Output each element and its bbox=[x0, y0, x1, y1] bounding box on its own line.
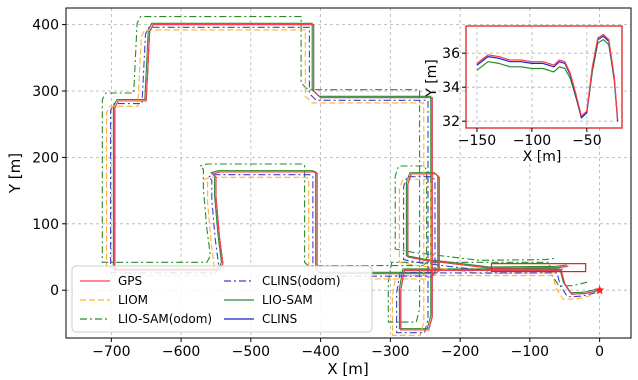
inset-series-group bbox=[476, 33, 619, 122]
legend-label: LIO-SAM bbox=[262, 293, 313, 307]
x-tick-label: −600 bbox=[162, 344, 200, 360]
inset-y-axis-label: Y [m] bbox=[424, 59, 440, 98]
inset-y-tick-label: 36 bbox=[442, 46, 460, 62]
y-tick-label: 200 bbox=[32, 150, 59, 166]
zoom-rectangle bbox=[490, 263, 587, 273]
inset-frame bbox=[465, 25, 623, 129]
inset-x-tick-label: −50 bbox=[572, 133, 602, 149]
inset-x-ticks: −150 −100 −50 bbox=[458, 128, 602, 149]
legend-label: CLINS(odom) bbox=[262, 274, 341, 288]
start-marker-star bbox=[594, 285, 605, 295]
y-tick-label: 100 bbox=[32, 217, 59, 233]
y-axis-label: Y [m] bbox=[6, 153, 24, 194]
x-tick-label: −700 bbox=[92, 344, 130, 360]
inset-y-tick-label: 34 bbox=[442, 80, 460, 96]
inset-y-ticks: 32 34 36 bbox=[442, 46, 466, 130]
inset-x-axis-label: X [m] bbox=[523, 149, 562, 165]
main-x-ticks: −700 −600 −500 −400 −300 −200 −100 0 bbox=[92, 338, 604, 360]
legend-label: GPS bbox=[118, 274, 142, 288]
legend-label: LIOM bbox=[118, 293, 148, 307]
y-tick-label: 0 bbox=[50, 283, 59, 299]
y-tick-label: 300 bbox=[32, 84, 59, 100]
legend-label: CLINS bbox=[262, 312, 297, 326]
x-tick-label: 0 bbox=[595, 344, 604, 360]
legend-label: LIO-SAM(odom) bbox=[118, 312, 212, 326]
inset-x-tick-label: −150 bbox=[458, 133, 496, 149]
x-axis-label: X [m] bbox=[327, 360, 368, 378]
inset-series-line-lio-sam bbox=[476, 38, 619, 120]
inset-series-line-gps bbox=[476, 33, 619, 120]
inset-y-tick-label: 32 bbox=[442, 114, 460, 130]
x-tick-label: −200 bbox=[441, 344, 479, 360]
x-tick-label: −300 bbox=[371, 344, 409, 360]
x-tick-label: −500 bbox=[232, 344, 270, 360]
plot-frame bbox=[65, 7, 632, 339]
inset-x-tick-label: −100 bbox=[513, 133, 551, 149]
y-tick-label: 400 bbox=[32, 18, 59, 34]
x-tick-label: −100 bbox=[511, 344, 549, 360]
inset-series-line-clins bbox=[476, 35, 619, 122]
main-y-ticks: 0 100 200 300 400 bbox=[32, 18, 66, 299]
inset-plot: −150 −100 −50 32 34 36 X [m] Y [m] bbox=[424, 25, 623, 165]
x-tick-label: −400 bbox=[301, 344, 339, 360]
zoom-box bbox=[490, 263, 587, 273]
legend-box bbox=[71, 265, 373, 333]
legend: GPS CLINS(odom) LIOM LIO-SAM LIO-SAM(odom) CL… bbox=[71, 265, 373, 333]
